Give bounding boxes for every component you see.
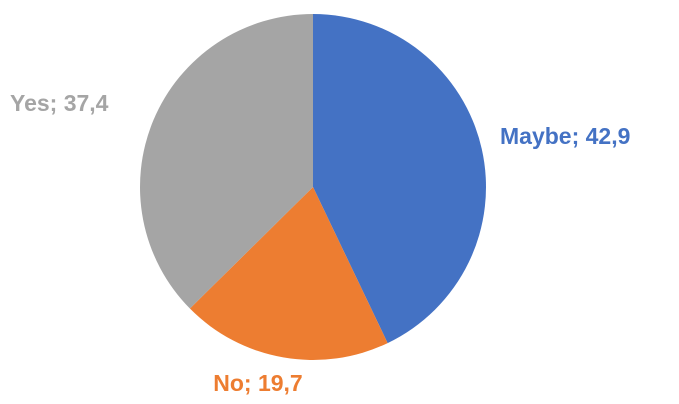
- pie-slice: [189, 187, 388, 360]
- data-label: No; 19,7: [213, 370, 302, 396]
- data-label: Maybe; 42,9: [500, 123, 630, 149]
- data-label: Yes; 37,4: [10, 90, 109, 116]
- pie-slice: [140, 14, 313, 309]
- pie-slice: [313, 14, 486, 344]
